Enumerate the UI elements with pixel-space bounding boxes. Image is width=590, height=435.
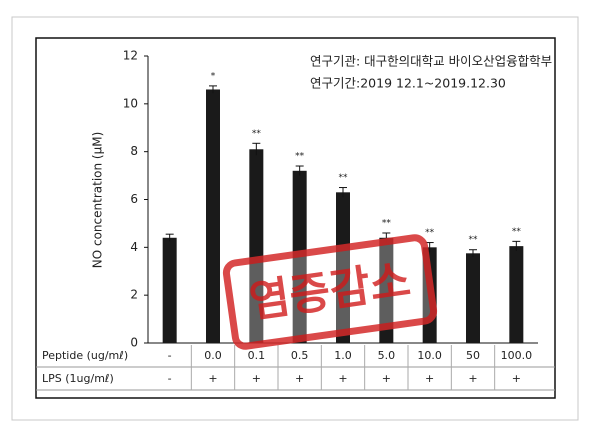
stamp: 염증감소 — [222, 234, 438, 350]
x-tick-label: 10.0 — [417, 349, 442, 362]
x-tick-label: 0.0 — [204, 349, 222, 362]
lps-label: + — [295, 372, 304, 385]
significance: ** — [252, 129, 262, 139]
inner-frame — [35, 37, 556, 399]
x-tick-label: 0.5 — [291, 349, 309, 362]
significance: ** — [425, 228, 435, 238]
lps-label: + — [425, 372, 434, 385]
bar — [206, 89, 220, 343]
bar — [379, 237, 394, 343]
error-bar — [252, 142, 261, 156]
stamp-border — [222, 234, 438, 350]
error-bar — [339, 187, 347, 198]
bar — [336, 192, 350, 343]
x-tick-label: 1.0 — [334, 349, 352, 362]
y-tick-label: 0 — [130, 336, 138, 350]
significance: ** — [512, 227, 522, 237]
x-tick-label: 0.1 — [248, 349, 266, 362]
significance: ** — [469, 235, 479, 245]
significance: ** — [339, 173, 349, 183]
y-tick-label: 6 — [130, 192, 138, 206]
y-tick-label: 4 — [130, 240, 138, 254]
error-bar — [165, 233, 174, 242]
significance: ** — [295, 152, 305, 162]
significance: ** — [382, 218, 392, 228]
error-bar — [512, 240, 521, 251]
y-axis-label: NO concentration (μM) — [91, 132, 105, 269]
row-label: LPS (1ug/mℓ) — [42, 372, 114, 385]
y-tick-label: 2 — [130, 288, 138, 302]
error-bar — [295, 165, 304, 176]
bar — [509, 246, 524, 343]
y-tick-label: 12 — [123, 49, 138, 63]
outer-border — [11, 16, 579, 421]
bar — [249, 149, 264, 343]
lps-label: + — [468, 372, 477, 385]
x-tick-label: 100.0 — [501, 349, 533, 362]
lps-label: + — [252, 372, 261, 385]
error-bar — [469, 249, 477, 257]
error-bar — [209, 85, 217, 94]
lps-label: + — [208, 372, 217, 385]
bar — [162, 237, 177, 343]
lps-label: + — [338, 372, 347, 385]
note: 연구기간:2019 12.1~2019.12.30 — [310, 76, 506, 91]
x-tick-label: 50 — [466, 349, 480, 362]
row-label: Peptide (ug/mℓ) — [42, 349, 128, 362]
lps-label: + — [512, 372, 521, 385]
y-tick-label: 8 — [130, 144, 138, 158]
lps-label: + — [382, 372, 391, 385]
y-tick-label: 10 — [123, 96, 138, 110]
note: 연구기관: 대구한의대학교 바이오산업융합학부 — [310, 54, 552, 69]
bar — [466, 253, 480, 343]
significance: * — [211, 71, 216, 81]
x-tick-label: 5.0 — [378, 349, 396, 362]
lps-label: - — [168, 372, 172, 385]
x-tick-label: - — [168, 349, 172, 362]
